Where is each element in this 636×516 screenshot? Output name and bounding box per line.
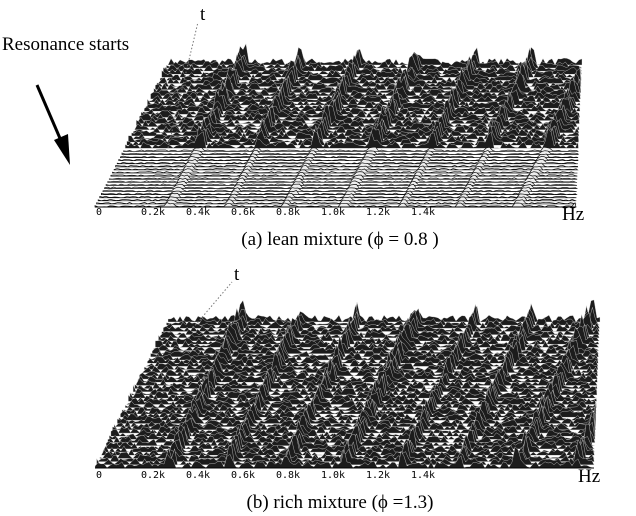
spectrum-trace — [155, 325, 600, 348]
tick-label: 0 — [96, 207, 102, 218]
spectrum-trace — [115, 161, 579, 168]
spectrum-trace — [164, 308, 601, 329]
tick-label: 0.2k — [141, 470, 165, 481]
spectrum-trace — [96, 199, 577, 205]
spectrum-trace — [137, 361, 598, 383]
spectrum-trace — [139, 358, 598, 380]
spectrum-trace — [124, 387, 597, 408]
caption: (a) lean mixture (ϕ = 0.8 ) — [241, 229, 438, 250]
spectrum-trace — [121, 149, 579, 155]
spectrum-trace — [159, 318, 600, 339]
waterfall-surfaces: 0 0.2k 0.4k 0.6k 0.8k 1.0k 1.2k 1.4k 0 0.2k 0.4k 0.… — [94, 43, 601, 481]
spectrum-trace — [116, 158, 578, 165]
tick-label: 1.4k — [411, 207, 435, 218]
tick-label: 0 — [96, 470, 102, 481]
spectrum-trace — [124, 128, 579, 149]
spectrum-trace — [156, 322, 600, 345]
tick-label: 0.8k — [276, 470, 300, 481]
spectrum-trace — [102, 186, 577, 192]
tick-label: 0.4k — [186, 207, 210, 218]
tick-label: 1.0k — [321, 470, 345, 481]
spectrum-trace — [108, 174, 578, 180]
spectrum-trace — [118, 155, 579, 162]
tick-label: 0.6k — [231, 470, 255, 481]
tick-label: 1.4k — [411, 470, 435, 481]
spectrum-trace — [167, 43, 583, 66]
spectrum-trace — [164, 52, 583, 72]
spectrum-trace — [100, 189, 578, 196]
spectrum-trace — [167, 299, 601, 323]
arrow-head — [54, 134, 70, 165]
annotation: Resonance starts — [2, 34, 129, 55]
spectrum-trace — [144, 89, 581, 112]
tick-label: 1.2k — [366, 470, 390, 481]
spectrum-trace — [112, 168, 578, 174]
spectrum-trace — [113, 165, 579, 171]
spectrum-trace — [99, 193, 577, 199]
time-axis-line — [167, 21, 199, 149]
time-axis-label: t — [234, 264, 240, 285]
tick-label: 1.2k — [366, 207, 390, 218]
time-axis-line — [192, 281, 233, 329]
spectrum-trace — [147, 341, 599, 364]
spectrum-trace — [97, 196, 577, 202]
spectrum-trace — [121, 394, 597, 415]
freq-axis-label: Hz — [562, 204, 584, 225]
spectrum-trace — [94, 446, 595, 469]
arrow — [35, 84, 64, 144]
spectrum-trace — [123, 146, 579, 152]
spectrum-trace — [104, 183, 579, 189]
time-axis-label: t — [200, 4, 206, 25]
tick-label: 0.4k — [186, 470, 210, 481]
tick-label: 0.6k — [231, 207, 255, 218]
spectrum-trace — [142, 93, 580, 115]
spectrum-trace — [166, 47, 583, 69]
spectrum-trace — [129, 375, 597, 399]
tick-label: 0.2k — [141, 207, 165, 218]
tick-label: 1.0k — [321, 207, 345, 218]
caption: (b) rich mixture (ϕ =1.3) — [247, 492, 434, 513]
spectrum-trace — [140, 356, 598, 377]
freq-axis-label: Hz — [578, 466, 600, 487]
spectrum-trace — [120, 153, 579, 158]
tick-label: 0.8k — [276, 207, 300, 218]
